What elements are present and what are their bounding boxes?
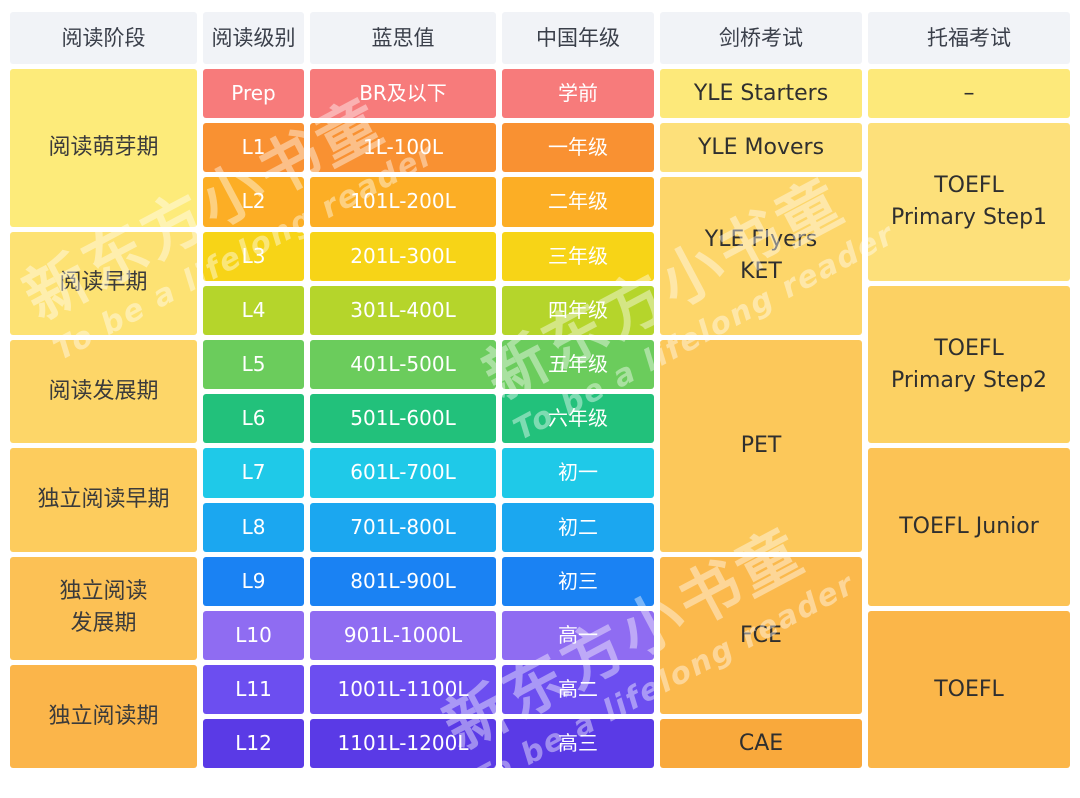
column-header: 阅读级别 [203,12,304,64]
grade-cell: 初三 [502,556,654,606]
cambridge-exam-cell: YLE Movers [660,123,862,173]
reading-stage-cell: 阅读发展期 [10,339,197,444]
reading-level-cell: L5 [203,339,304,390]
cell-text: YLE Starters [693,80,829,106]
cell-text: TOEFL Junior [899,514,1039,540]
grade-cell: 二年级 [502,177,654,227]
reading-level-cell: L8 [203,502,304,552]
cell-text: 独立阅读早期 [37,487,170,513]
reading-level-cell: L12 [203,719,304,769]
reading-stage-cell: 独立阅读早期 [10,448,197,552]
cell-text: YLE Flyers [704,227,818,253]
cell-text: 独立阅读期 [48,703,159,729]
grade-cell: 初二 [502,502,654,552]
reading-level-cell: L7 [203,448,304,498]
cambridge-exam-cell: FCE [660,556,862,715]
toefl-exam-cell: TOEFL Primary Step1 [868,123,1070,281]
lexile-cell: 401L-500L [310,339,496,390]
lexile-cell: 101L-200L [310,177,496,227]
reading-level-cell: L11 [203,665,304,715]
cambridge-exam-cell: YLE Starters [660,69,862,119]
reading-level-cell: L9 [203,556,304,606]
grade-cell: 高二 [502,665,654,715]
grade-cell: 一年级 [502,123,654,173]
grade-cell: 三年级 [502,231,654,281]
column-header: 剑桥考试 [660,12,862,64]
cell-text: 独立阅读 [59,579,148,605]
cell-text: 阅读萌芽期 [48,134,159,160]
grade-cell: 初一 [502,448,654,498]
cell-text: FCE [740,622,782,648]
toefl-exam-cell: – [868,69,1070,119]
cell-text: YLE Movers [697,134,825,160]
cell-text: TOEFL [934,676,1004,702]
cell-text: TOEFL [934,335,1004,361]
column-header: 阅读阶段 [10,12,197,64]
lexile-cell: 1101L-1200L [310,719,496,769]
cell-text: – [963,80,975,106]
cell-text: 阅读早期 [59,270,148,296]
cell-text: PET [740,432,782,458]
column-header: 蓝思值 [310,12,496,64]
toefl-exam-cell: TOEFL Primary Step2 [868,285,1070,444]
lexile-cell: 1L-100L [310,123,496,173]
lexile-cell: 1001L-1100L [310,665,496,715]
cell-text: Primary Step1 [890,204,1048,230]
reading-level-cell: Prep [203,69,304,119]
lexile-cell: BR及以下 [310,69,496,119]
reading-level-table: 阅读阶段 阅读级别 蓝思值 中国年级 剑桥考试 托福考试阅读萌芽期阅读早期阅读发展期独立阅… [10,12,1074,776]
column-header: 中国年级 [502,12,654,64]
lexile-cell: 201L-300L [310,231,496,281]
grade-cell: 五年级 [502,339,654,390]
lexile-cell: 801L-900L [310,556,496,606]
toefl-exam-cell: TOEFL [868,610,1070,769]
reading-level-cell: L10 [203,610,304,661]
cambridge-exam-cell: YLE Flyers KET [660,177,862,335]
cell-text: TOEFL [934,173,1004,199]
lexile-cell: 501L-600L [310,394,496,444]
cambridge-exam-cell: PET [660,339,862,552]
toefl-exam-cell: TOEFL Junior [868,448,1070,606]
lexile-cell: 901L-1000L [310,610,496,661]
reading-level-cell: L6 [203,394,304,444]
grade-cell: 学前 [502,69,654,119]
reading-level-cell: L1 [203,123,304,173]
cell-text: 阅读发展期 [48,378,159,404]
column-header: 托福考试 [868,12,1070,64]
reading-level-cell: L3 [203,231,304,281]
cell-text: 发展期 [70,611,137,637]
grade-cell: 高三 [502,719,654,769]
cell-text: Primary Step2 [890,367,1048,393]
lexile-cell: 701L-800L [310,502,496,552]
grade-cell: 高一 [502,610,654,661]
reading-level-cell: L2 [203,177,304,227]
reading-level-cell: L4 [203,285,304,335]
cambridge-exam-cell: CAE [660,719,862,769]
reading-stage-cell: 阅读萌芽期 [10,69,197,227]
cell-text: KET [740,259,782,285]
lexile-cell: 301L-400L [310,285,496,335]
reading-stage-cell: 独立阅读 发展期 [10,556,197,661]
reading-stage-cell: 独立阅读期 [10,665,197,769]
lexile-cell: 601L-700L [310,448,496,498]
grade-cell: 四年级 [502,285,654,335]
cell-text: CAE [738,730,784,756]
reading-stage-cell: 阅读早期 [10,231,197,335]
grade-cell: 六年级 [502,394,654,444]
